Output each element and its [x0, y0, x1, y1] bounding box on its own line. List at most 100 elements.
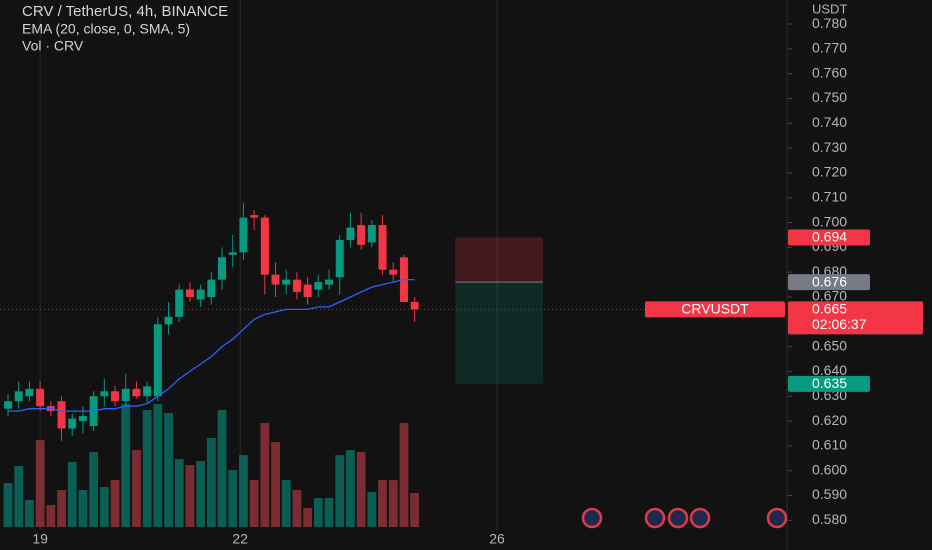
- volume-bar: [206, 438, 216, 527]
- event-flag[interactable]: [644, 507, 666, 529]
- countdown: 02:06:37: [812, 316, 867, 332]
- volume-bar: [239, 455, 248, 527]
- y-tick-label: 0.590: [812, 486, 847, 502]
- candle-body: [271, 274, 280, 285]
- volume-bar: [228, 470, 238, 527]
- candle-body: [207, 279, 216, 298]
- volume-bar: [271, 442, 280, 527]
- x-tick-label: 22: [232, 531, 248, 547]
- y-tick-label: 0.730: [812, 139, 847, 155]
- volume-bar: [57, 490, 66, 527]
- candle-body: [357, 225, 366, 245]
- ema-line: [8, 278, 415, 412]
- y-tick-label: 0.720: [812, 164, 847, 180]
- axis-unit: USDT: [812, 1, 847, 16]
- y-tick-label: 0.780: [812, 15, 847, 31]
- volume-bar: [89, 452, 99, 527]
- x-tick-label: 19: [32, 531, 48, 547]
- y-tick-label: 0.740: [812, 114, 847, 130]
- y-tick-label: 0.610: [812, 437, 847, 453]
- candle-body: [68, 418, 77, 429]
- volume-bar: [260, 423, 270, 527]
- candle-body: [282, 279, 291, 285]
- candle-body: [111, 391, 120, 402]
- candle-body: [36, 388, 45, 407]
- volume-bar: [356, 452, 366, 527]
- y-tick-label: 0.700: [812, 213, 847, 229]
- volume-bar: [281, 480, 291, 527]
- candle-body: [303, 284, 312, 298]
- volume-bar: [378, 480, 387, 527]
- y-tick-label: 0.760: [812, 64, 847, 80]
- candle-body: [132, 388, 141, 397]
- candle-body: [250, 215, 259, 218]
- volume-bar: [399, 423, 409, 527]
- volume-bar: [410, 493, 420, 527]
- candle-body: [25, 388, 34, 397]
- volume-bar: [346, 450, 355, 527]
- risk-zone: [455, 237, 544, 283]
- candle-body: [175, 289, 184, 317]
- stop-tag-bg: [788, 229, 870, 246]
- candle-body: [389, 269, 398, 275]
- candle-body: [196, 289, 205, 300]
- candle-body: [153, 324, 162, 397]
- candle-body: [57, 401, 66, 429]
- volume-bar: [25, 500, 34, 527]
- volume-bar: [313, 498, 323, 527]
- volume-bar: [132, 450, 141, 527]
- candle-body: [100, 391, 109, 397]
- last-price: 0.665: [812, 301, 847, 317]
- candle-body: [378, 225, 387, 270]
- candle-body: [239, 217, 248, 253]
- volume-bar: [196, 461, 206, 527]
- volume-bar: [388, 480, 398, 527]
- volume-bar: [121, 404, 131, 527]
- volume-bar: [367, 492, 377, 527]
- event-flags: [581, 507, 788, 529]
- y-tick-label: 0.770: [812, 40, 847, 56]
- stop-tag: 0.694: [812, 229, 847, 245]
- volume-bar: [110, 480, 120, 527]
- event-flag[interactable]: [581, 507, 603, 529]
- y-tick-label: 0.750: [812, 89, 847, 105]
- y-tick-label: 0.670: [812, 288, 847, 304]
- candle-body: [346, 227, 355, 240]
- event-flag[interactable]: [689, 507, 711, 529]
- entry-tag-bg: [788, 274, 870, 291]
- volume-bar: [185, 465, 195, 527]
- volume-bar: [303, 508, 313, 527]
- volume-bar: [35, 440, 45, 527]
- candle-body: [185, 289, 194, 298]
- event-flag[interactable]: [667, 507, 689, 529]
- target-tag: 0.635: [812, 375, 847, 391]
- candle-body: [121, 388, 130, 402]
- entry-tag: 0.676: [812, 273, 847, 289]
- candle-body: [4, 401, 13, 409]
- candle-body: [260, 217, 269, 275]
- candle-body: [143, 386, 152, 397]
- volume-bar: [217, 410, 227, 527]
- chart-title: CRV / TetherUS, 4h, BINANCE: [22, 3, 228, 20]
- volume-bar: [292, 490, 302, 527]
- volume-bar: [78, 490, 88, 527]
- candle-body: [164, 316, 173, 325]
- candle-body: [228, 252, 237, 255]
- candle-body: [292, 279, 301, 293]
- y-tick-label: 0.600: [812, 461, 847, 477]
- y-tick-label: 0.580: [812, 511, 847, 527]
- volume-bar: [335, 455, 345, 527]
- candle-body: [325, 279, 334, 285]
- candle-body: [367, 225, 376, 243]
- volume-bar: [164, 413, 173, 527]
- volume-bar: [174, 459, 184, 527]
- volume-bar: [3, 483, 13, 527]
- symbol-tag: CRVUSDT: [681, 301, 749, 317]
- event-flag[interactable]: [766, 507, 788, 529]
- y-tick-label: 0.620: [812, 412, 847, 428]
- candle-body: [314, 282, 323, 290]
- candle-body: [14, 391, 23, 402]
- indicator-label: EMA (20, close, 0, SMA, 5): [22, 21, 190, 37]
- volume-bar: [324, 498, 334, 527]
